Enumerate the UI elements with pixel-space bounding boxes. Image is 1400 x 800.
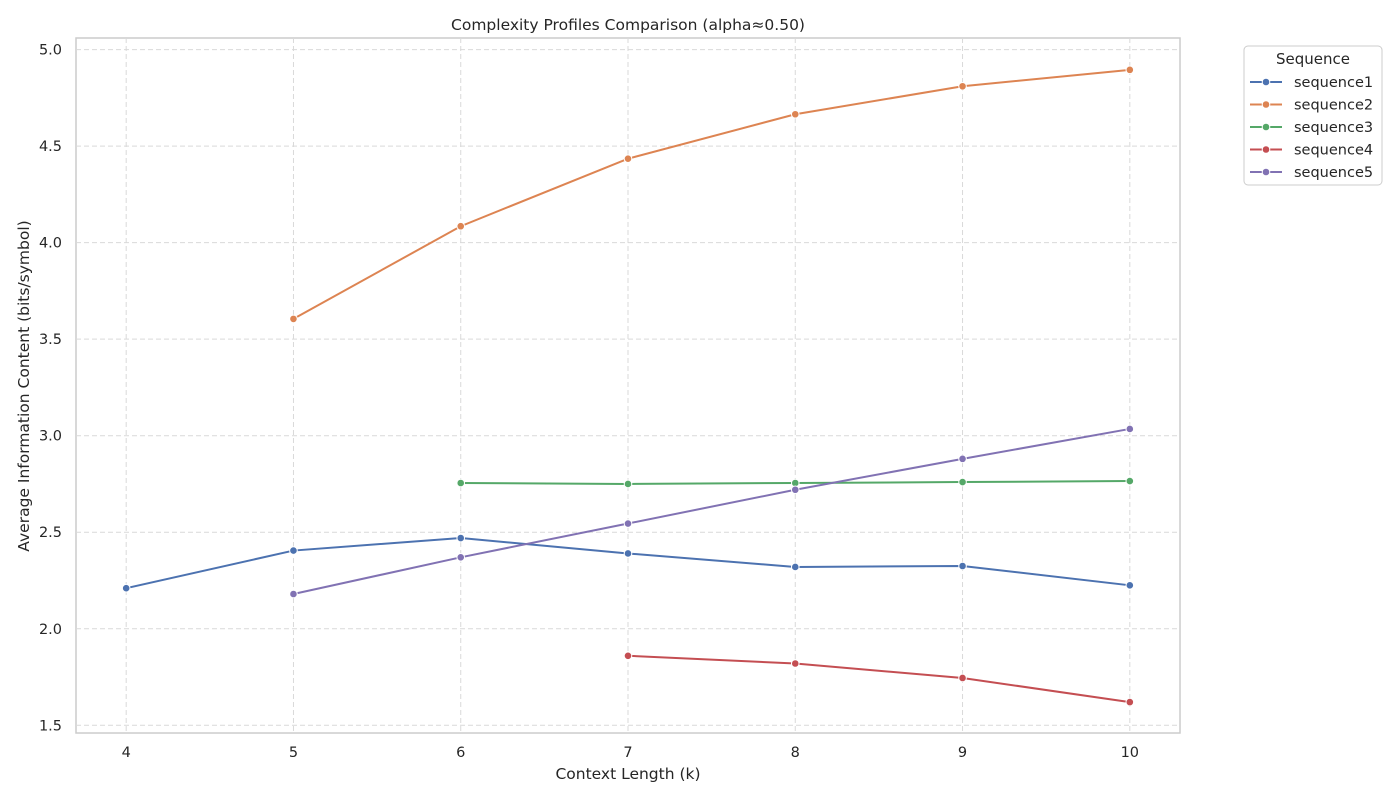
- data-point: [1125, 424, 1135, 434]
- x-tick-label: 8: [791, 745, 800, 761]
- x-tick-label: 5: [289, 745, 298, 761]
- data-point: [958, 454, 967, 464]
- legend-label: sequence2: [1294, 98, 1373, 114]
- y-tick-label: 3.5: [39, 332, 62, 348]
- legend-items: sequence1 sequence2 sequence3 sequence4 sequ…: [1250, 75, 1373, 181]
- data-point: [623, 479, 633, 489]
- data-point: [958, 477, 967, 487]
- legend: Sequence sequence1sequence2sequence3sequ…: [1243, 45, 1383, 186]
- y-tick-label: 4.5: [39, 139, 62, 155]
- data-point: [623, 549, 633, 558]
- series-sequence1: [121, 533, 1135, 593]
- data-point: [289, 546, 298, 555]
- legend-label: sequence3: [1294, 120, 1373, 136]
- grid: [76, 38, 1180, 733]
- tick-labels: 4 5 6 7 8 9 10 1.5 2.0 2.5 3.0 3.5 4.0 4.5 5.0: [39, 43, 1139, 761]
- legend-title: Sequence: [1276, 50, 1350, 68]
- data-point: [456, 478, 466, 488]
- data-point: [1125, 697, 1135, 707]
- data-point: [1125, 581, 1135, 590]
- data-point: [1125, 476, 1135, 486]
- series-line: [627, 654, 1130, 704]
- series-layer: [121, 65, 1135, 707]
- data-point: [289, 589, 298, 599]
- x-tick-label: 7: [623, 745, 632, 761]
- legend-swatch-marker: [1261, 167, 1271, 177]
- legend-swatch-marker: [1261, 122, 1271, 132]
- data-point: [456, 553, 466, 562]
- data-point: [623, 154, 633, 163]
- data-point: [790, 659, 800, 668]
- legend-swatch-marker: [1261, 145, 1271, 154]
- x-tick-label: 9: [958, 745, 967, 761]
- y-tick-label: 3.0: [39, 429, 62, 445]
- data-point: [456, 533, 466, 543]
- x-tick-label: 6: [456, 745, 465, 761]
- data-point: [958, 673, 967, 683]
- y-tick-label: 1.5: [39, 718, 62, 734]
- data-point: [958, 561, 967, 571]
- y-axis-label: Average Information Content (bits/symbol…: [15, 220, 33, 551]
- legend-label: sequence5: [1294, 165, 1373, 181]
- y-tick-label: 2.0: [39, 622, 62, 638]
- chart-title: Complexity Profiles Comparison (alpha≈0.…: [451, 16, 805, 34]
- legend-label: sequence1: [1294, 75, 1373, 91]
- y-tick-label: 2.5: [39, 525, 62, 541]
- series-sequence5: [289, 424, 1135, 599]
- data-point: [790, 485, 800, 495]
- data-point: [1125, 65, 1135, 75]
- legend-swatch-marker: [1261, 77, 1271, 87]
- series-sequence2: [289, 65, 1135, 324]
- y-tick-label: 5.0: [39, 43, 62, 59]
- legend-item-sequence5: sequence5: [1250, 165, 1373, 181]
- series-line: [292, 68, 1130, 320]
- data-point: [623, 519, 633, 528]
- legend-swatch-marker: [1261, 100, 1271, 109]
- data-point: [623, 651, 633, 661]
- series-line: [293, 427, 1130, 595]
- data-point: [456, 221, 466, 231]
- data-point: [121, 583, 131, 593]
- legend-item-sequence4: sequence4: [1250, 143, 1373, 159]
- data-point: [790, 562, 800, 572]
- x-axis-label: Context Length (k): [555, 765, 700, 783]
- legend-item-sequence2: sequence2: [1250, 98, 1373, 114]
- series-sequence4: [623, 651, 1135, 707]
- data-point: [958, 81, 967, 91]
- y-tick-label: 4.0: [39, 236, 62, 252]
- x-tick-label: 10: [1121, 745, 1139, 761]
- legend-label: sequence4: [1294, 143, 1373, 159]
- x-tick-label: 4: [122, 745, 131, 761]
- legend-item-sequence3: sequence3: [1250, 120, 1373, 136]
- legend-item-sequence1: sequence1: [1250, 75, 1373, 91]
- data-point: [289, 314, 298, 324]
- data-point: [790, 109, 800, 119]
